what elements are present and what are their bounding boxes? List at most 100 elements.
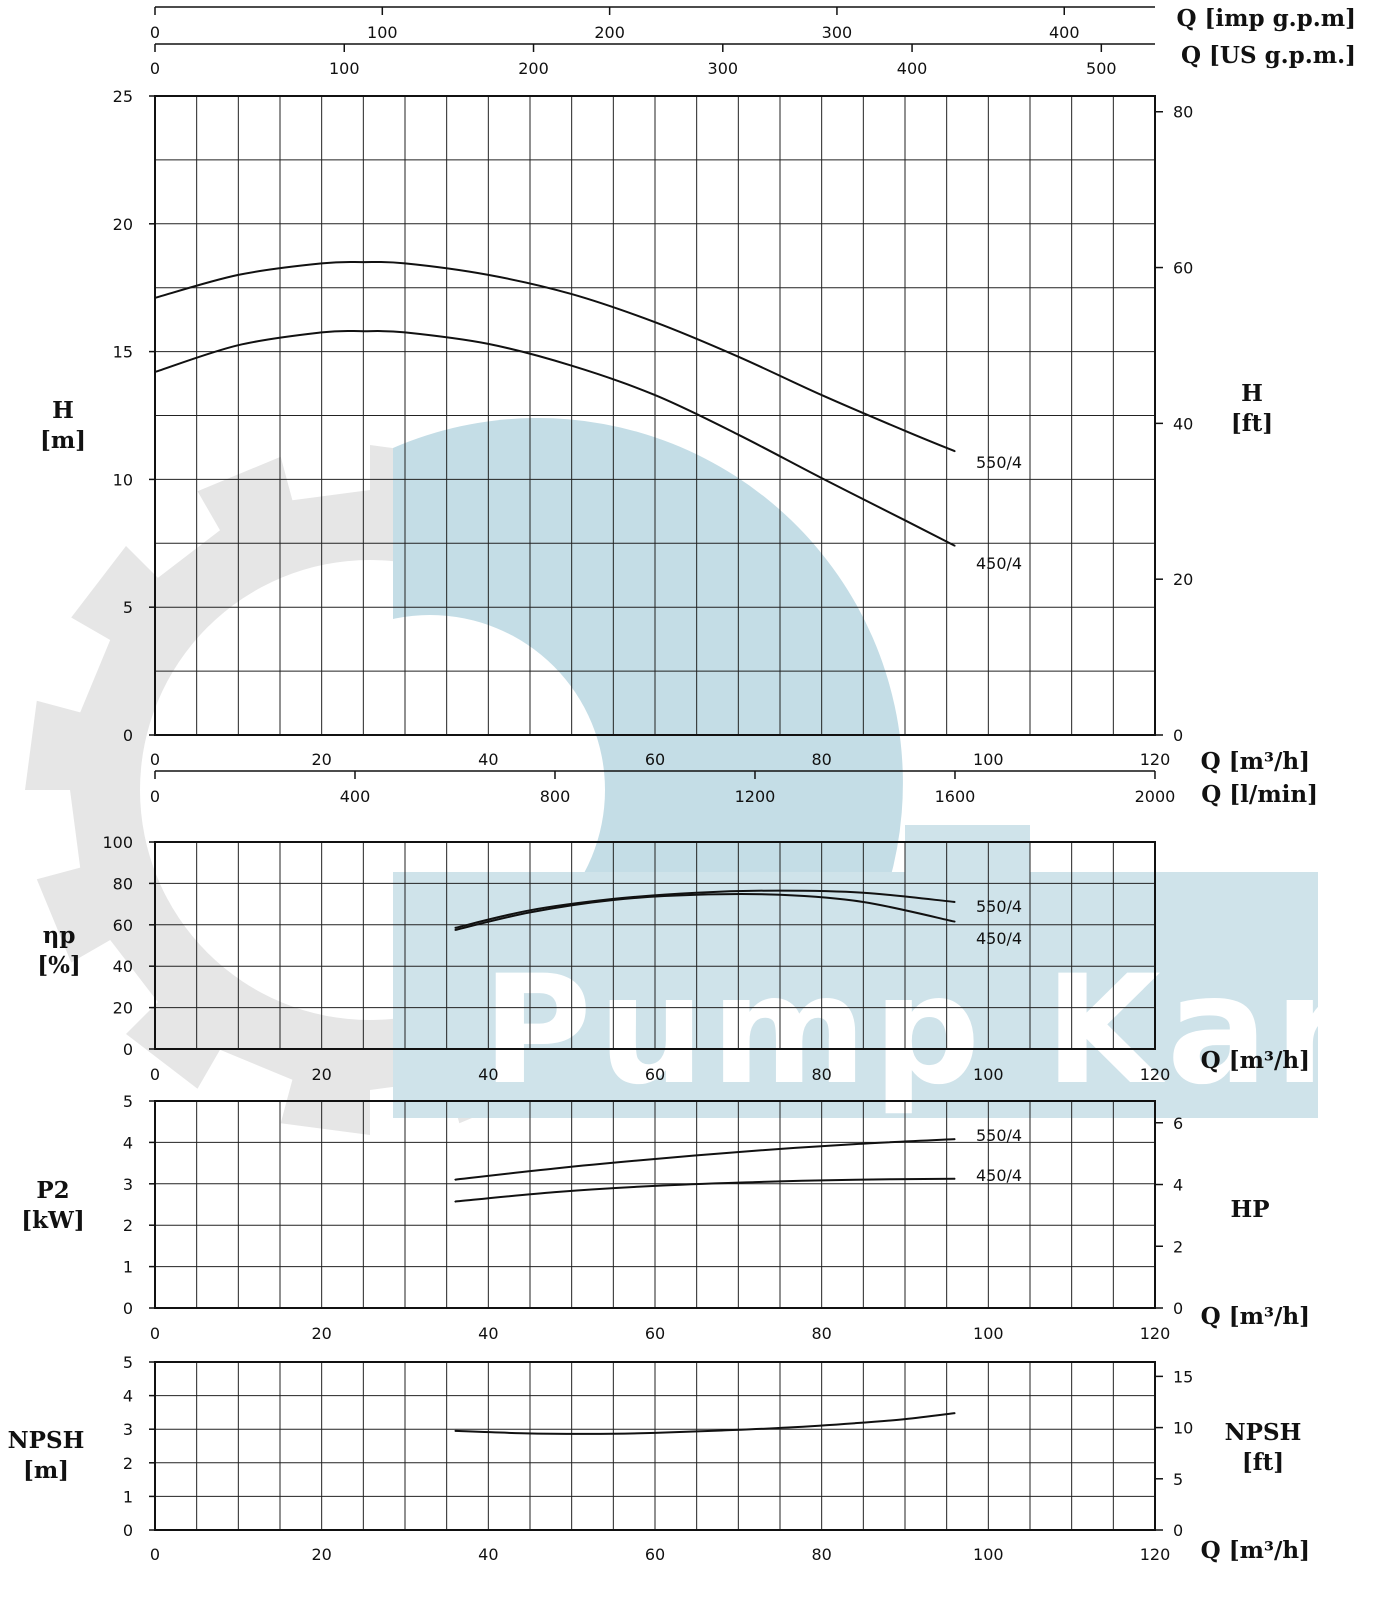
data-point — [454, 929, 456, 931]
right-axis-label: H — [1241, 380, 1263, 407]
y-tick-label: 25 — [113, 87, 133, 106]
data-point — [696, 892, 698, 894]
plot-frame — [154, 1361, 1156, 1531]
x-tick-label: 0 — [150, 750, 160, 769]
top-tick-label: 500 — [1086, 59, 1117, 78]
data-point — [654, 394, 656, 396]
series-line — [454, 1138, 956, 1181]
x-tick-label: 60 — [645, 750, 665, 769]
data-point — [754, 1181, 756, 1183]
series-label: 450/4 — [976, 1166, 1022, 1185]
y-tick-label: 0 — [123, 1521, 133, 1540]
x-tick-label: 40 — [478, 750, 498, 769]
x-tick-label: 120 — [1140, 750, 1171, 769]
x-tick-label: 40 — [478, 1545, 498, 1564]
data-point — [654, 1158, 656, 1160]
x-tick-label: 120 — [1140, 1545, 1171, 1564]
x-tick-label: 60 — [645, 1065, 665, 1084]
data-point — [154, 371, 156, 373]
data-point — [237, 274, 239, 276]
data-point — [954, 545, 956, 547]
top-tick-label: 300 — [822, 23, 853, 42]
y-tick-label: 1 — [123, 1487, 133, 1506]
data-point — [454, 1201, 456, 1203]
data-point — [904, 430, 906, 432]
right-tick-label: 40 — [1173, 414, 1193, 433]
right-tick-label: 4 — [1173, 1176, 1183, 1195]
data-point — [904, 1418, 906, 1420]
top-tick-label: 100 — [367, 23, 398, 42]
top-axis-label: Q [imp g.p.m] — [1177, 5, 1357, 32]
right-axis-label: [ft] — [1242, 1449, 1284, 1476]
x-tick-label: 40 — [478, 1065, 498, 1084]
top-axis-imp-gpm: 0 100 200 300 400 Q [imp g.p.m] — [150, 5, 1356, 42]
x-tick-label: 100 — [973, 1065, 1004, 1084]
right-tick-label: 5 — [1173, 1470, 1183, 1489]
data-point — [571, 293, 573, 295]
data-point — [954, 1138, 956, 1140]
data-point — [362, 261, 364, 263]
x-tick-label: 20 — [311, 750, 331, 769]
y-axis-label: [%] — [37, 952, 81, 979]
data-point — [321, 262, 323, 265]
y-axis-label: ηp — [43, 922, 76, 949]
data-point — [954, 1412, 956, 1414]
y-tick-label: 3 — [123, 1175, 133, 1194]
x-tick-label: 80 — [811, 1324, 831, 1343]
data-point — [571, 365, 573, 367]
watermark-block-tab — [905, 825, 1030, 875]
data-point — [587, 1433, 589, 1435]
data-point — [854, 1179, 856, 1181]
top-tick-label: 0 — [150, 23, 160, 42]
data-point — [321, 331, 323, 334]
data-point — [654, 1432, 656, 1434]
y-tick-label: 4 — [123, 1387, 133, 1406]
y-tick-label: 2 — [123, 1216, 133, 1235]
watermark-block-band — [393, 872, 1318, 1118]
x-tick-label: 100 — [973, 1324, 1004, 1343]
data-point — [362, 330, 364, 332]
y-tick-label: 20 — [113, 215, 133, 234]
right-tick-label: 15 — [1173, 1367, 1193, 1386]
data-point — [554, 1191, 556, 1193]
y-tick-label: 10 — [113, 470, 133, 489]
right-axis-label: [ft] — [1231, 410, 1273, 437]
x-axis-label: Q [m³/h] — [1201, 1303, 1310, 1330]
top-tick-label: 200 — [518, 59, 549, 78]
top-axis-us-gpm: 0 100 200 300 400 500 Q [US g.p.m.] — [150, 42, 1356, 78]
y-tick-label: 20 — [113, 999, 133, 1018]
plot-frame — [154, 841, 1156, 1050]
x-tick-label: 120 — [1140, 1065, 1171, 1084]
data-point — [954, 450, 956, 452]
data-point — [862, 901, 864, 903]
data-point — [654, 321, 656, 323]
x-tick-label: 60 — [645, 1324, 665, 1343]
top-tick-label: 200 — [594, 23, 625, 42]
x-tick-label: 60 — [645, 1545, 665, 1564]
y-tick-label: 2 — [123, 1454, 133, 1473]
data-point — [154, 297, 156, 299]
data-point — [787, 1426, 789, 1429]
efficiency-chart: 0 20 40 60 80 100 0 20 40 60 80 100 120 Q [m³/h] 550/4… — [37, 833, 1310, 1084]
series-label: 450/4 — [976, 554, 1022, 573]
x-axis-label: Q [m³/h] — [1201, 1047, 1310, 1074]
x-tick-label: 80 — [811, 1545, 831, 1564]
data-point — [529, 911, 531, 913]
data-point — [721, 1429, 723, 1432]
data-point — [737, 356, 739, 358]
y-tick-label: 5 — [123, 598, 133, 617]
data-point — [237, 344, 239, 346]
y-tick-label: 100 — [102, 833, 133, 852]
bottom-axis-label: Q [l/min] — [1201, 781, 1318, 808]
data-point — [454, 1179, 456, 1181]
y-tick-label: 1 — [123, 1258, 133, 1277]
y-axis-label: NPSH — [8, 1427, 85, 1454]
data-point — [404, 331, 406, 334]
y-axis-label: P2 — [36, 1177, 69, 1204]
x-tick-label: 100 — [973, 1545, 1004, 1564]
bottom-tick-label: 400 — [340, 787, 371, 806]
x-tick-label: 20 — [311, 1324, 331, 1343]
